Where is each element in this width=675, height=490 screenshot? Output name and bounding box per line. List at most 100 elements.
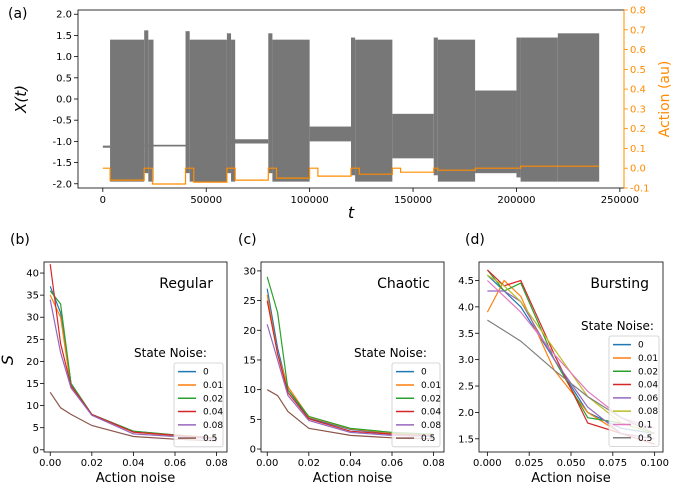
legend-label: 0 xyxy=(638,341,644,351)
y-tick-label: -1.5 xyxy=(52,158,72,169)
y-tick-label: 3.5 xyxy=(458,329,474,340)
y-tick-label: 25 xyxy=(26,335,39,346)
y-tick-label: 5 xyxy=(250,415,256,426)
y-tick-label: 4.0 xyxy=(458,302,474,313)
y-tick-label: 1.5 xyxy=(458,434,474,445)
signal-segment xyxy=(144,30,149,174)
panel-title: Regular xyxy=(159,276,213,292)
panel-d: 1.5 2.0 2.5 3.0 3.5 4.0 4.5 0.000 0.025 0.050 0.07… xyxy=(458,232,669,486)
legend-label: 0.02 xyxy=(203,394,223,404)
legend-label: 0 xyxy=(203,368,209,378)
legend-label: 0.06 xyxy=(638,394,658,404)
panel-a: -2.0 -1.5 -1.0 -0.5 0.0 0.5 1.0 1.5 2.0 -0.1 0.0 0.… xyxy=(8,6,673,223)
signal-segment xyxy=(520,37,558,182)
x-tick-label: 150000 xyxy=(394,195,432,206)
y2-tick-label: 0.5 xyxy=(630,65,646,76)
signal-segment xyxy=(475,90,517,174)
y-tick-label: 20 xyxy=(243,326,256,337)
x-tick-label: 50000 xyxy=(190,195,222,206)
legend-title: State Noise: xyxy=(354,346,427,360)
signal-segment xyxy=(351,37,356,176)
legend-label: 0.5 xyxy=(421,434,435,444)
y-tick-label: 10 xyxy=(243,385,256,396)
y-tick-label: -0.5 xyxy=(52,116,72,127)
legend-label: 0.08 xyxy=(421,421,441,431)
legend-label: 0.02 xyxy=(421,394,441,404)
signal-segment xyxy=(231,39,236,182)
panel-c: 0 5 10 15 20 25 30 0.00 0.02 0.04 0.06 0.08 (c) Chaot… xyxy=(238,232,445,486)
y-tick-label: 0.5 xyxy=(56,73,72,84)
y-tick-label: 2.5 xyxy=(458,382,474,393)
y2-axis-label: Action (au) xyxy=(657,61,673,138)
y-tick-label: 25 xyxy=(243,296,256,307)
x-tick-label: 0.02 xyxy=(298,458,320,469)
legend-label: 0.01 xyxy=(638,354,658,364)
legend-box xyxy=(608,335,660,447)
x-tick-label: 200000 xyxy=(497,195,535,206)
x-tick-label: 0.00 xyxy=(256,458,278,469)
y-tick-label: 1.5 xyxy=(56,31,72,42)
y-tick-label: 10 xyxy=(26,401,39,412)
signal-segment xyxy=(102,145,111,148)
y-tick-label: 35 xyxy=(26,291,39,302)
signal-series xyxy=(102,30,600,182)
signal-segment xyxy=(433,37,438,176)
x-tick-label: 0.06 xyxy=(164,458,186,469)
signal-segment xyxy=(309,126,351,142)
signal-segment xyxy=(185,31,190,174)
y-tick-label: 2.0 xyxy=(458,408,474,419)
x-axis-label: Action noise xyxy=(531,471,610,486)
y-tick-label: 4.5 xyxy=(458,276,474,287)
y-tick-label: 30 xyxy=(26,313,39,324)
signal-segment xyxy=(557,33,600,182)
x-tick-label: 0.00 xyxy=(39,458,61,469)
legend-title: State Noise: xyxy=(134,346,207,360)
signal-segment xyxy=(268,33,273,174)
x-tick-label: 0.08 xyxy=(422,458,444,469)
legend-label: 0 xyxy=(421,368,427,378)
x-tick-label: 0.050 xyxy=(557,458,586,469)
y-tick-label: 15 xyxy=(26,379,39,390)
y-axis-label: X(t) xyxy=(12,85,30,114)
signal-segment xyxy=(392,113,434,159)
x-tick-label: 0 xyxy=(100,195,106,206)
x-tick-label: 0.04 xyxy=(122,458,144,469)
x-tick-label: 0.000 xyxy=(473,458,502,469)
legend-label: 0.04 xyxy=(203,408,223,418)
x-axis-label: t xyxy=(348,203,355,222)
y-tick-label: 0.0 xyxy=(56,95,72,106)
signal-segment xyxy=(189,39,227,182)
y-tick-label: 0 xyxy=(250,445,256,456)
legend: 0 0.01 0.02 0.04 0.08 0.5 xyxy=(173,362,224,448)
y2-tick-label: 0.8 xyxy=(630,6,646,17)
signal-segment xyxy=(226,139,269,144)
signal-segment xyxy=(272,39,310,182)
y2-tick-label: 0.0 xyxy=(630,164,646,175)
x-tick-label: 0.06 xyxy=(381,458,403,469)
y2-tick-label: 0.6 xyxy=(630,45,646,56)
legend-title: State Noise: xyxy=(581,319,654,333)
y2-tick-label: 0.3 xyxy=(630,104,646,115)
x-tick-label: 0.08 xyxy=(205,458,227,469)
legend-box xyxy=(173,362,224,448)
x-tick-label: 0.075 xyxy=(598,458,627,469)
legend-box xyxy=(391,362,441,448)
signal-segment xyxy=(144,144,186,147)
panel-label: (a) xyxy=(8,6,28,22)
y2-tick-label: 0.7 xyxy=(630,25,646,36)
legend-label: 0.1 xyxy=(638,420,652,430)
y2-tick-label: 0.2 xyxy=(630,124,646,135)
legend-label: 0.04 xyxy=(638,381,658,391)
legend: 0 0.01 0.02 0.04 0.08 0.5 xyxy=(391,362,441,448)
legend-label: 0.08 xyxy=(203,421,223,431)
legend-label: 0.5 xyxy=(638,434,652,444)
signal-segment xyxy=(110,39,145,182)
panel-b: 0 5 10 15 20 25 30 35 40 0.00 0.02 0.04 0.06 0.08 (b) R… xyxy=(10,232,228,486)
legend-label: 0.04 xyxy=(421,408,441,418)
panel-title: Bursting xyxy=(590,276,649,292)
y-tick-label: 1.0 xyxy=(56,52,72,63)
legend-label: 0.08 xyxy=(638,407,658,417)
y-tick-label: 5 xyxy=(33,423,39,434)
x-tick-label: 100000 xyxy=(291,195,329,206)
